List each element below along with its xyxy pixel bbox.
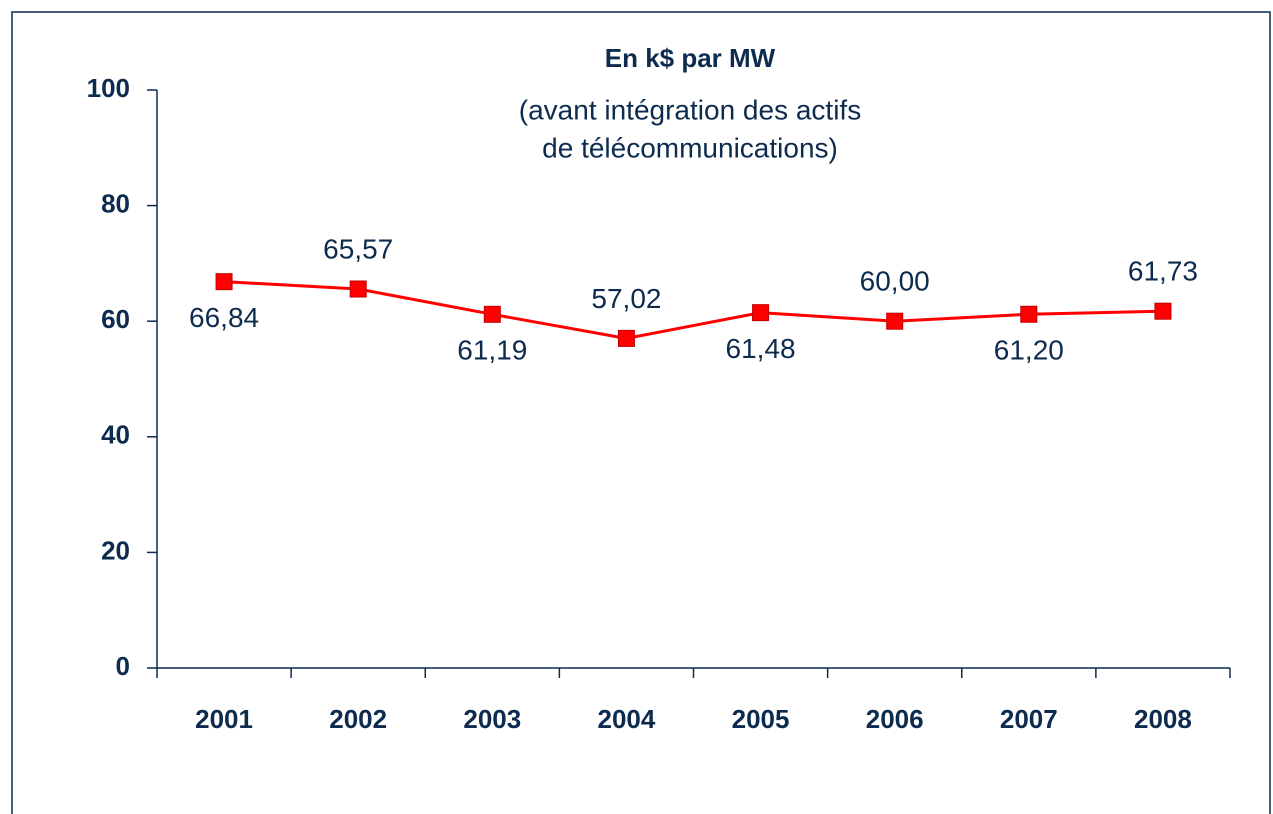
data-label: 61,20: [994, 335, 1064, 366]
x-tick-label: 2005: [732, 704, 790, 734]
marker: [349, 280, 367, 298]
y-tick-label: 0: [116, 651, 130, 681]
data-label: 60,00: [860, 266, 930, 297]
y-tick-label: 80: [101, 188, 130, 218]
data-label: 61,73: [1128, 256, 1198, 287]
marker: [617, 329, 635, 347]
x-tick-label: 2004: [598, 704, 656, 734]
data-label: 61,48: [726, 333, 796, 364]
y-tick-label: 100: [87, 73, 130, 103]
marker: [1154, 302, 1172, 320]
x-tick-label: 2008: [1134, 704, 1192, 734]
x-tick-label: 2006: [866, 704, 924, 734]
chart-subtitle: (avant intégration des actifs: [519, 94, 861, 125]
data-label: 65,57: [323, 233, 393, 264]
chart-subtitle: de télécommunications): [542, 132, 838, 163]
y-tick-label: 20: [101, 535, 130, 565]
data-label: 61,19: [457, 335, 527, 366]
x-tick-label: 2001: [195, 704, 253, 734]
marker: [215, 273, 233, 291]
marker: [1020, 305, 1038, 323]
data-label: 57,02: [591, 283, 661, 314]
data-label: 66,84: [189, 302, 259, 333]
marker: [483, 305, 501, 323]
y-tick-label: 40: [101, 420, 130, 450]
frame: [11, 11, 1271, 814]
x-tick-label: 2003: [463, 704, 521, 734]
marker: [886, 312, 904, 330]
marker: [752, 304, 770, 322]
x-tick-label: 2002: [329, 704, 387, 734]
x-tick-label: 2007: [1000, 704, 1058, 734]
series-line: [223, 280, 1163, 340]
chart-title: En k$ par MW: [605, 43, 776, 73]
y-tick-label: 60: [101, 304, 130, 334]
